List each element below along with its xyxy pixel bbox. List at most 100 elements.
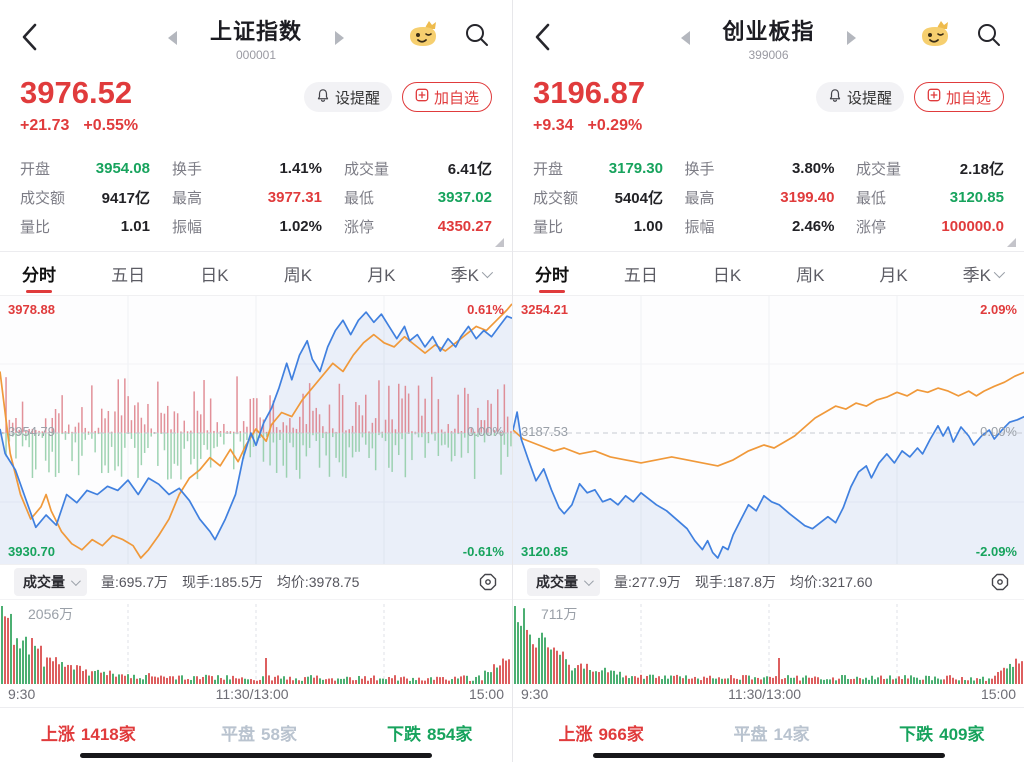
period-tabs: 分时 五日 日K 周K 月K 季K <box>513 252 1024 296</box>
search-icon[interactable] <box>464 22 490 53</box>
stat-label: 最低 <box>344 190 375 207</box>
chart-mid-label: 3954.79 <box>8 424 55 439</box>
tab-monthly-k[interactable]: 月K <box>367 266 396 285</box>
stock-name: 创业板指 <box>722 19 815 44</box>
stat-value: 4350.27 <box>437 218 492 235</box>
stat-value: 1.00 <box>633 218 663 235</box>
volume-chart[interactable]: 2056万 <box>0 600 512 684</box>
tab-5day[interactable]: 五日 <box>623 266 658 285</box>
home-indicator <box>592 753 945 758</box>
next-stock-arrow-icon[interactable] <box>335 31 344 45</box>
market-breadth[interactable]: 上涨 1418家 平盘 58家 下跌 854家 <box>0 710 512 754</box>
mascot-icon[interactable] <box>406 20 440 57</box>
expand-stats-icon[interactable] <box>1007 238 1016 247</box>
stock-panel-left: 上证指数 000001 3976.52 +21.73 +0.55% 设提醒 <box>0 0 512 762</box>
stat-value: 2.46% <box>791 218 835 235</box>
tab-weekly-k[interactable]: 周K <box>796 266 825 285</box>
intraday-chart[interactable]: 3978.88 0.61% 3954.79 0.00% 3930.70 -0.6… <box>0 296 512 564</box>
back-icon[interactable] <box>18 22 44 52</box>
lots-stat: 现手:187.8万 <box>694 574 776 590</box>
price-section: 3196.87 +9.34 +0.29% 设提醒 加自选 <box>513 76 1024 148</box>
time-tick-close: 15:00 <box>980 686 1016 702</box>
volume-stat: 量:277.9万 <box>614 574 681 590</box>
tab-weekly-k[interactable]: 周K <box>283 266 313 285</box>
market-breadth[interactable]: 上涨 966家 平盘 14家 下跌 409家 <box>513 710 1024 754</box>
chevron-down-icon <box>481 266 494 278</box>
settings-icon[interactable] <box>478 572 498 592</box>
stock-code: 000001 <box>235 48 277 62</box>
tab-quarterly-k[interactable]: 季K <box>447 252 494 295</box>
stat-value: 9417亿 <box>101 190 150 207</box>
volume-chart[interactable]: 711万 <box>513 600 1024 684</box>
chart-high-label: 3254.21 <box>521 302 568 317</box>
change-percent: +0.29% <box>587 117 643 134</box>
stat-label: 成交量 <box>856 161 902 178</box>
current-price: 3976.52 <box>20 75 133 110</box>
stock-code: 399006 <box>748 48 789 62</box>
volume-indicator-selector[interactable]: 成交量 <box>527 568 600 596</box>
tab-quarterly-k[interactable]: 季K <box>959 252 1006 295</box>
stats-grid[interactable]: 开盘 3179.30 换手 3.80% 成交量 2.18亿 成交额 5404亿 最高 31… <box>513 148 1024 252</box>
stat-value: 1.01 <box>120 218 150 235</box>
expand-stats-icon[interactable] <box>495 238 504 247</box>
intraday-chart[interactable]: 3254.21 2.09% 3187.53 0.00% 3120.85 -2.0… <box>513 296 1024 564</box>
tab-daily-k[interactable]: 日K <box>200 266 229 285</box>
stat-label: 振幅 <box>684 219 715 236</box>
stat-label: 成交量 <box>344 161 390 178</box>
stat-label: 最低 <box>856 190 887 207</box>
set-alert-label: 设提醒 <box>334 89 380 107</box>
stat-value: 1.41% <box>279 160 322 177</box>
add-watchlist-button[interactable]: 加自选 <box>913 82 1004 112</box>
advancers-stat: 上涨 1418家 <box>40 724 136 744</box>
unchanged-stat: 平盘 14家 <box>733 724 810 744</box>
tab-intraday[interactable]: 分时 <box>531 252 573 295</box>
stat-label: 换手 <box>172 161 203 178</box>
stat-label: 涨停 <box>856 219 887 236</box>
chart-mid-label: 3187.53 <box>521 424 568 439</box>
tab-daily-k[interactable]: 日K <box>712 266 742 285</box>
chart-pct-mid-label: 0.00% <box>980 424 1017 439</box>
home-indicator <box>80 753 432 758</box>
avg-price-stat: 均价:3217.60 <box>789 574 873 590</box>
volume-header: 成交量 量:695.7万 现手:185.5万 均价:3978.75 <box>0 564 512 600</box>
stat-label: 振幅 <box>172 219 203 236</box>
stats-grid[interactable]: 开盘 3954.08 换手 1.41% 成交量 6.41亿 成交额 9417亿 最高 39… <box>0 148 512 252</box>
chart-high-label: 3978.88 <box>8 302 55 317</box>
stat-label: 开盘 <box>20 161 51 178</box>
chevron-down-icon <box>583 575 594 586</box>
stat-label: 开盘 <box>533 161 564 178</box>
search-icon[interactable] <box>976 22 1002 53</box>
chevron-down-icon <box>70 575 81 586</box>
prev-stock-arrow-icon[interactable] <box>681 31 690 45</box>
stat-label: 量比 <box>533 219 564 236</box>
header: 创业板指 399006 <box>513 0 1024 76</box>
stat-value: 6.41亿 <box>447 161 492 178</box>
set-alert-label: 设提醒 <box>846 89 892 107</box>
time-tick-mid: 11:30/13:00 <box>215 686 289 702</box>
current-price: 3196.87 <box>533 75 646 110</box>
decliners-stat: 下跌 409家 <box>899 724 985 744</box>
period-tabs: 分时 五日 日K 周K 月K 季K <box>0 252 512 296</box>
chart-low-label: 3930.70 <box>8 544 55 559</box>
volume-indicator-selector[interactable]: 成交量 <box>14 568 87 596</box>
price-change: +9.34 +0.29% <box>533 117 1024 135</box>
prev-stock-arrow-icon[interactable] <box>168 31 177 45</box>
stat-value: 3.80% <box>791 160 835 177</box>
next-stock-arrow-icon[interactable] <box>847 31 856 45</box>
set-alert-button[interactable]: 设提醒 <box>815 82 904 112</box>
tab-intraday[interactable]: 分时 <box>18 252 60 295</box>
stock-name: 上证指数 <box>209 19 302 44</box>
stat-label: 成交额 <box>533 190 579 207</box>
time-tick-close: 15:00 <box>468 686 504 702</box>
volume-max-label: 711万 <box>541 606 578 622</box>
mascot-icon[interactable] <box>918 20 952 57</box>
stat-label: 成交额 <box>20 190 66 207</box>
tab-monthly-k[interactable]: 月K <box>879 266 908 285</box>
tab-5day[interactable]: 五日 <box>111 266 146 285</box>
price-change: +21.73 +0.55% <box>20 117 512 135</box>
settings-icon[interactable] <box>990 572 1010 592</box>
add-watchlist-button[interactable]: 加自选 <box>401 82 492 112</box>
stat-label: 涨停 <box>344 219 375 236</box>
back-icon[interactable] <box>531 22 557 52</box>
set-alert-button[interactable]: 设提醒 <box>303 82 392 112</box>
